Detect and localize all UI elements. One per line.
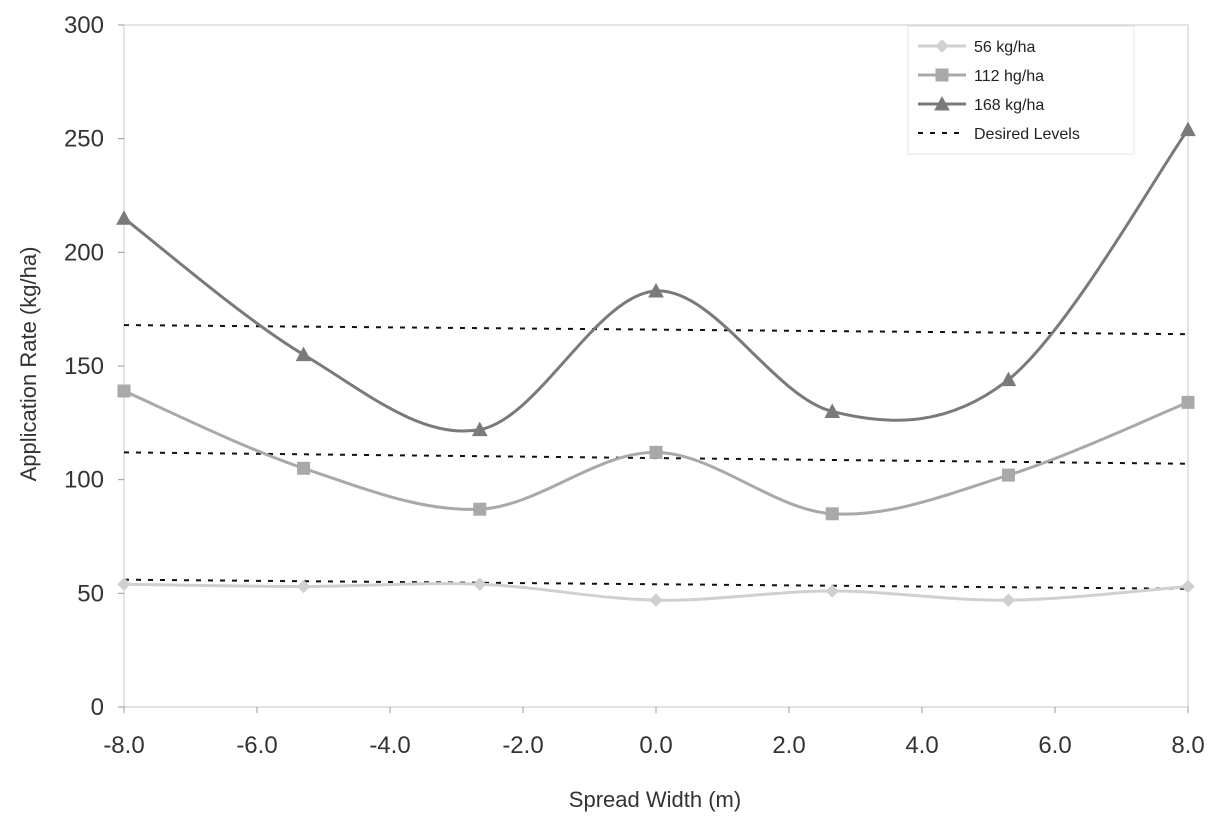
series-1-point [117, 577, 131, 591]
series-1-point [649, 593, 663, 607]
series-2-point [825, 507, 839, 521]
x-axis-title: Spread Width (m) [569, 787, 741, 812]
x-tick-label: 2.0 [772, 732, 805, 759]
series-line-3 [123, 128, 1190, 433]
y-tick-label: 300 [64, 12, 104, 39]
series-2-point [473, 502, 487, 516]
legend-swatch-marker [935, 39, 949, 53]
desired-level-line-3 [123, 324, 1189, 336]
y-tick-label: 100 [64, 467, 104, 494]
series-3-point [824, 403, 841, 418]
x-tick-label: -8.0 [103, 732, 144, 759]
legend-swatch-marker [935, 68, 949, 82]
desired-level-line-1 [123, 578, 1189, 590]
y-tick-label: 200 [64, 239, 104, 266]
y-tick-label: 250 [64, 126, 104, 153]
series-1-point [473, 577, 487, 591]
series-3-point [471, 421, 488, 437]
x-tick-label: -6.0 [236, 732, 277, 759]
series-1-point [825, 584, 839, 598]
series-3-point [116, 210, 132, 225]
series-1-point [296, 579, 311, 594]
series-2-point [117, 384, 131, 398]
x-tick-label: 4.0 [905, 732, 938, 759]
x-tick-label: 8.0 [1171, 732, 1204, 759]
legend-label: Desired Levels [974, 126, 1080, 143]
x-tick-label: -4.0 [369, 732, 410, 759]
x-tick-label: -2.0 [502, 732, 543, 759]
legend: 56 kg/ha 112 hg/ha 168 kg/ha Desired Levels [907, 25, 1135, 155]
legend-label: 56 kg/ha [974, 39, 1035, 56]
series-2-point [297, 461, 311, 475]
x-tick-label: 0.0 [639, 732, 672, 759]
series-1-point [1181, 579, 1195, 594]
series-2-point [1001, 468, 1015, 482]
legend-label: 112 hg/ha [974, 68, 1044, 85]
series-3-point [1180, 121, 1196, 137]
legend-swatch-marker [934, 95, 950, 111]
series-3-point [1000, 371, 1017, 387]
series-3-point [295, 346, 312, 362]
series-3-point [648, 282, 664, 298]
legend-label: 168 kg/ha [974, 97, 1044, 114]
y-tick-label: 50 [77, 580, 104, 607]
series-2-point [1181, 395, 1195, 409]
series-1-point [1001, 593, 1016, 607]
x-tick-label: 6.0 [1038, 732, 1071, 759]
series-2-point [649, 445, 663, 459]
y-axis-title: Application Rate (kg/ha) [16, 247, 41, 482]
y-tick-label: 150 [64, 353, 104, 380]
y-tick-label: 0 [91, 694, 104, 721]
